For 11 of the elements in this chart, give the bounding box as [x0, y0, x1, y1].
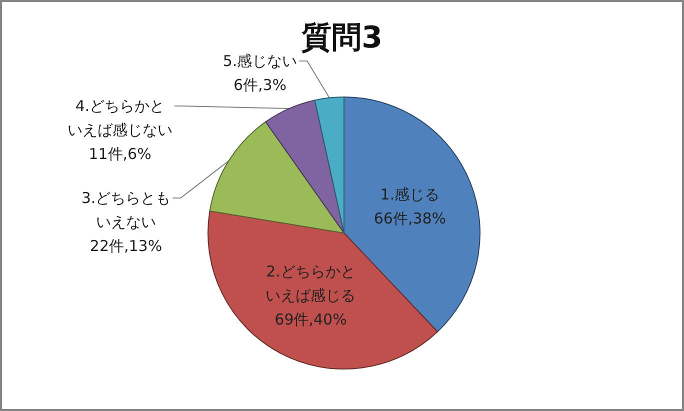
slice-label: 5.感じない — [222, 52, 298, 70]
data-label: 6件,3% — [233, 76, 287, 94]
chart-title: 質問3 — [300, 20, 382, 56]
slice-label: 2.どちらかといえば感じる — [266, 262, 356, 305]
slice-label: 1.感じる — [380, 186, 440, 204]
slice-label: 4.どちらかといえば感じない — [68, 97, 172, 139]
slice-label: 3.どちらともいえない — [81, 189, 171, 231]
data-label: 11件,6% — [88, 145, 152, 163]
data-label: 69件,40% — [274, 310, 347, 329]
data-label: 22件,13% — [90, 237, 162, 255]
data-label: 66件,38% — [374, 210, 446, 228]
